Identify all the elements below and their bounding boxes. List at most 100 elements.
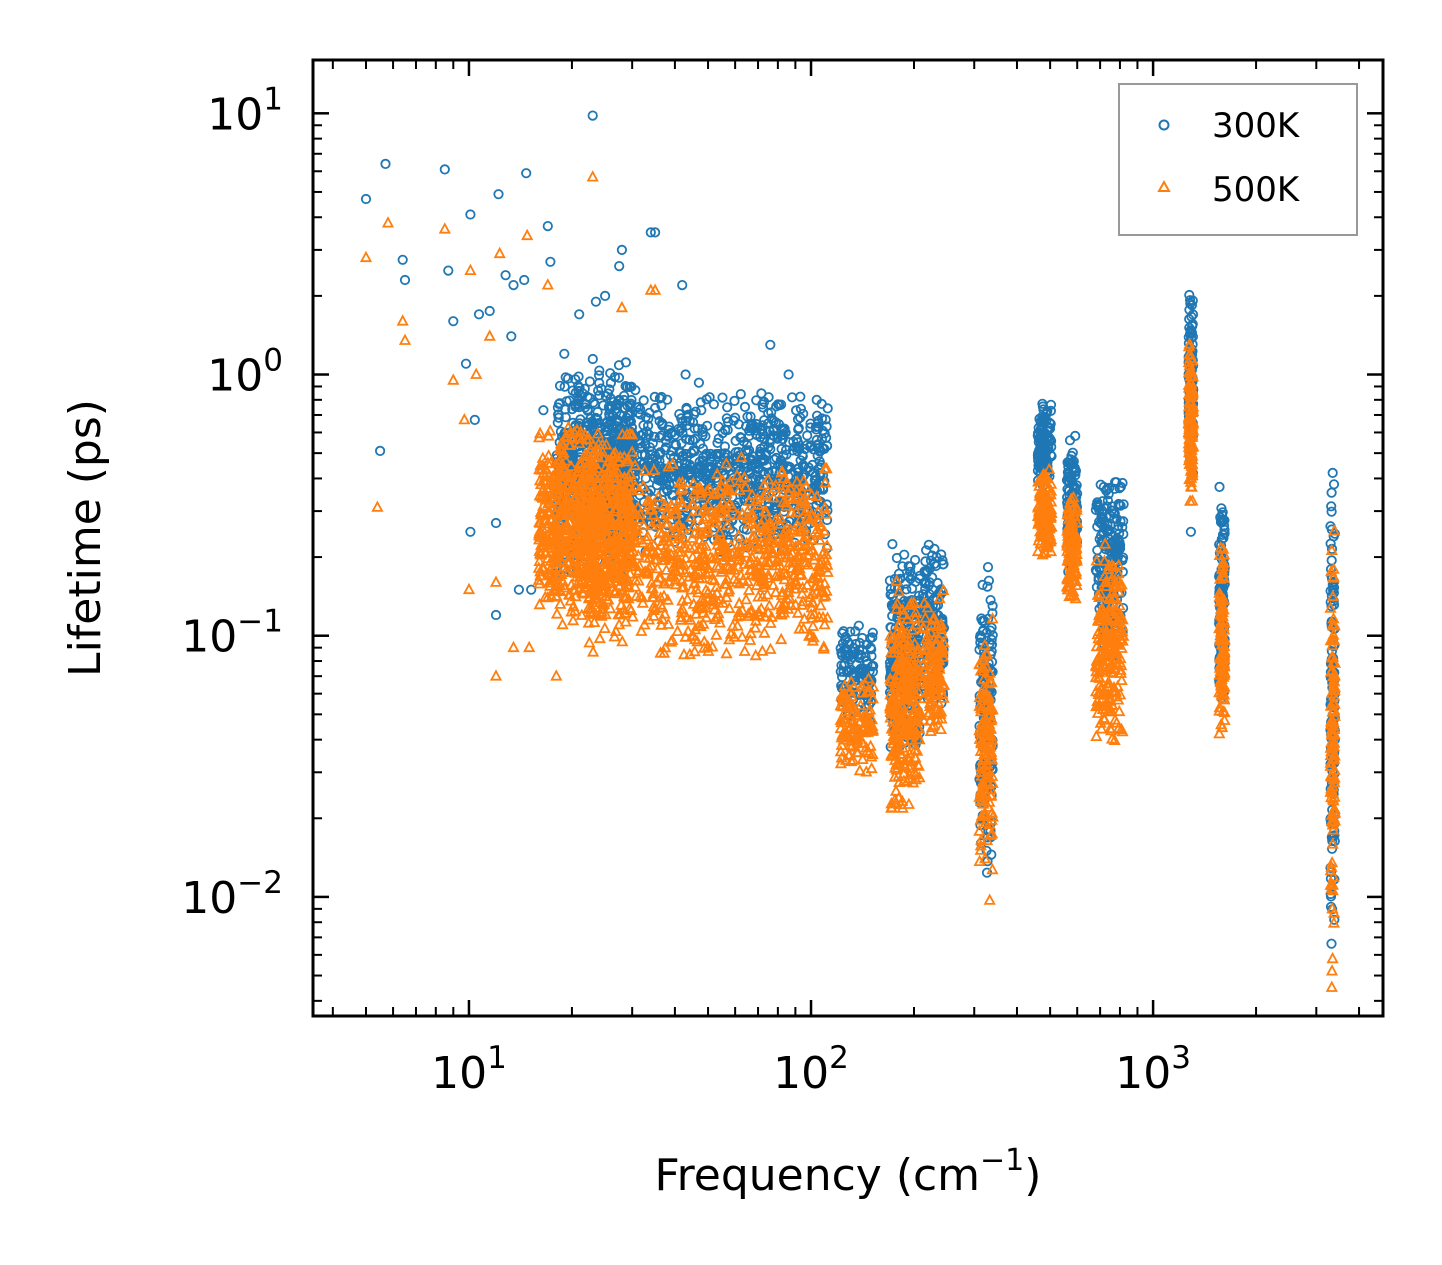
- scatter-point-300K: [684, 434, 695, 445]
- scatter-point-500K: [636, 591, 649, 603]
- scatter-point-300K: [553, 398, 565, 410]
- scatter-point-300K: [1326, 501, 1337, 512]
- scatter-point-300K: [982, 581, 993, 592]
- scatter-point-300K: [854, 637, 865, 649]
- scatter-point-500K: [564, 438, 577, 450]
- scatter-point-500K: [554, 437, 568, 449]
- scatter-point-500K: [769, 585, 782, 598]
- scatter-point-500K: [781, 476, 794, 488]
- scatter-point-300K: [579, 383, 590, 394]
- scatter-point-500K: [545, 529, 559, 542]
- scatter-point-500K: [622, 592, 635, 604]
- scatter-point-500K: [739, 546, 753, 558]
- scatter-point-500K: [811, 513, 824, 525]
- scatter-point-500K: [549, 518, 563, 530]
- scatter-point-300K: [1092, 521, 1103, 532]
- scatter-point-500K: [694, 619, 707, 632]
- scatter-point-500K: [601, 541, 614, 553]
- scatter-point-500K: [835, 689, 848, 701]
- scatter-point-500K: [710, 515, 724, 527]
- scatter-point-300K: [623, 409, 634, 420]
- scatter-point-500K: [720, 483, 734, 495]
- scatter-point-300K: [640, 461, 651, 472]
- scatter-point-500K: [572, 431, 586, 444]
- scatter-point-500K: [635, 624, 648, 636]
- scatter-point-500K: [738, 557, 751, 569]
- scatter-point-300K: [836, 660, 847, 671]
- scatter-point-300K: [1185, 298, 1196, 309]
- scatter-point-500K: [721, 572, 734, 585]
- scatter-point-500K: [810, 489, 823, 501]
- scatter-point-500K: [556, 617, 569, 630]
- scatter-point-500K: [571, 564, 584, 576]
- scatter-point-500K: [560, 521, 573, 533]
- scatter-point-500K: [654, 571, 667, 583]
- scatter-point-500K: [628, 458, 642, 471]
- scatter-point-500K: [629, 479, 642, 491]
- scatter-point-500K: [600, 506, 613, 518]
- scatter-point-300K: [590, 296, 602, 307]
- scatter-point-500K: [577, 513, 590, 526]
- scatter-point-500K: [885, 801, 898, 813]
- scatter-point-500K: [738, 470, 751, 483]
- scatter-point-500K: [621, 452, 634, 464]
- scatter-point-300K: [735, 431, 746, 443]
- scatter-point-500K: [763, 599, 776, 611]
- scatter-point-500K: [599, 553, 612, 565]
- scatter-point-500K: [591, 476, 604, 488]
- scatter-point-500K: [658, 577, 672, 589]
- scatter-point-500K: [839, 704, 852, 716]
- scatter-point-300K: [985, 594, 996, 606]
- scatter-point-300K: [1106, 547, 1117, 558]
- scatter-point-500K: [782, 536, 795, 548]
- scatter-point-300K: [860, 651, 871, 663]
- scatter-point-500K: [684, 562, 697, 574]
- scatter-point-500K: [594, 533, 607, 545]
- scatter-point-300K: [793, 422, 804, 434]
- scatter-point-500K: [759, 487, 773, 499]
- scatter-point-500K: [631, 566, 644, 578]
- scatter-point-500K: [850, 708, 864, 721]
- scatter-point-500K: [767, 491, 780, 503]
- scatter-point-500K: [557, 446, 570, 458]
- scatter-point-300K: [798, 408, 809, 419]
- scatter-point-300K: [811, 410, 823, 421]
- scatter-point-300K: [764, 425, 775, 436]
- scatter-point-500K: [731, 508, 744, 520]
- scatter-point-300K: [849, 649, 860, 660]
- scatter-point-500K: [565, 605, 578, 617]
- scatter-point-500K: [679, 630, 692, 642]
- scatter-point-500K: [798, 612, 811, 624]
- scatter-point-500K: [782, 581, 796, 593]
- scatter-point-500K: [582, 532, 596, 544]
- scatter-point-300K: [1185, 325, 1196, 336]
- scatter-point-500K: [640, 533, 653, 545]
- scatter-point-300K: [867, 627, 878, 638]
- scatter-point-500K: [758, 610, 772, 622]
- scatter-point-500K: [625, 483, 639, 495]
- scatter-point-500K: [569, 525, 582, 538]
- scatter-point-300K: [729, 395, 740, 406]
- scatter-point-500K: [864, 739, 877, 751]
- scatter-point-500K: [693, 533, 707, 545]
- scatter-point-500K: [614, 450, 627, 462]
- scatter-point-300K: [715, 459, 727, 471]
- scatter-point-500K: [714, 484, 727, 497]
- scatter-point-300K: [802, 430, 813, 441]
- scatter-point-500K: [711, 533, 724, 546]
- scatter-point-500K: [720, 457, 733, 469]
- scatter-point-500K: [730, 468, 744, 481]
- scatter-point-500K: [544, 540, 558, 553]
- scatter-point-500K: [562, 469, 576, 481]
- scatter-point-500K: [613, 618, 626, 630]
- scatter-point-500K: [850, 731, 863, 743]
- scatter-point-500K: [661, 593, 674, 605]
- scatter-point-300K: [538, 405, 549, 416]
- scatter-point-500K: [742, 607, 755, 619]
- scatter-point-500K: [895, 747, 908, 760]
- scatter-point-300K: [1038, 448, 1049, 459]
- scatter-point-300K: [722, 416, 734, 427]
- scatter-point-500K: [805, 488, 818, 500]
- scatter-point-500K: [699, 539, 713, 551]
- scatter-point-300K: [1327, 467, 1338, 478]
